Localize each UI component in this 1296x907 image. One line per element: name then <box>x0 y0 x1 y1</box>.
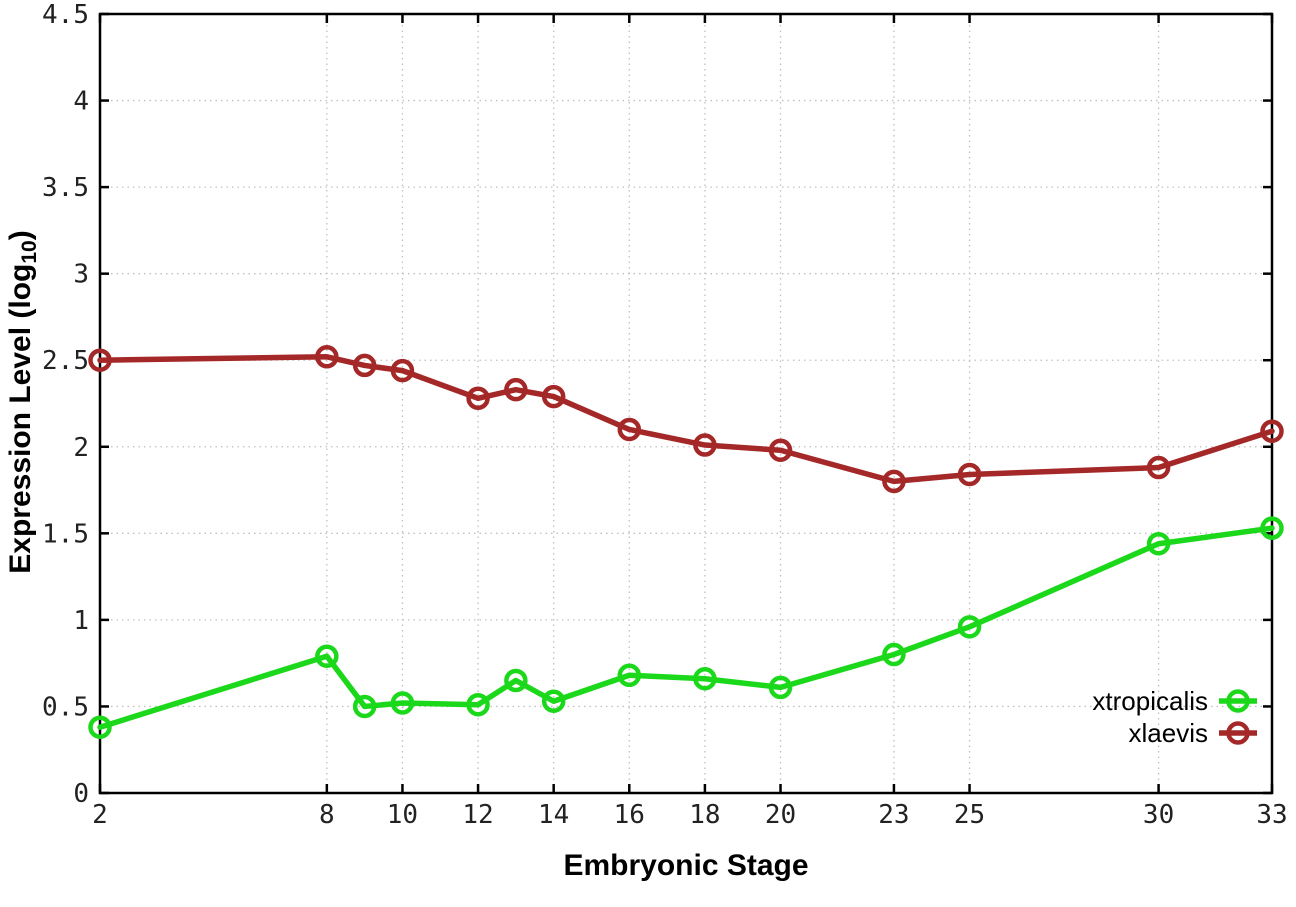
series-line-xlaevis <box>97 354 1275 485</box>
data-point-xlaevis <box>957 462 982 487</box>
y-tick-label: 2 <box>73 433 89 463</box>
x-tick-label: 16 <box>614 800 645 830</box>
data-point-xlaevis <box>88 348 112 372</box>
data-point-xlaevis <box>617 417 642 442</box>
y-tick-label: 1 <box>73 606 89 636</box>
data-point-xtropicalis <box>1146 531 1171 556</box>
x-tick-label: 30 <box>1143 800 1174 830</box>
data-point-xlaevis <box>466 386 490 411</box>
x-tick-label: 33 <box>1256 800 1287 830</box>
data-point-xlaevis <box>693 433 717 457</box>
legend-marker-xtropicalis <box>1226 689 1250 713</box>
data-point-xlaevis <box>882 469 906 494</box>
y-tick-label: 4.5 <box>42 0 89 30</box>
data-point-xtropicalis <box>768 675 793 700</box>
data-point-xtropicalis <box>617 663 642 688</box>
data-point-xtropicalis <box>882 642 906 667</box>
y-tick-label: 0 <box>73 779 89 809</box>
y-tick-label: 4 <box>73 87 89 117</box>
x-tick-label: 12 <box>462 800 493 830</box>
y-tick-label: 1.5 <box>42 519 89 549</box>
x-axis-title: Embryonic Stage <box>563 849 809 882</box>
x-tick-label: 23 <box>878 800 909 830</box>
y-axis-title-end: ) <box>4 230 37 241</box>
data-point-xtropicalis <box>390 691 415 715</box>
data-point-xlaevis <box>315 345 339 369</box>
y-tick-label: 3 <box>73 260 89 290</box>
x-tick-label: 14 <box>538 800 569 830</box>
x-tick-label: 8 <box>319 800 335 830</box>
y-axis-title-main: Expression Level (log <box>4 263 37 574</box>
x-tick-label: 10 <box>387 800 418 830</box>
data-point-xtropicalis <box>315 644 339 668</box>
data-point-xlaevis <box>541 384 566 409</box>
y-tick-label: 0.5 <box>42 692 89 722</box>
data-point-xtropicalis <box>541 689 566 714</box>
data-point-xlaevis <box>1260 419 1284 443</box>
y-tick-label: 3.5 <box>42 173 89 203</box>
data-point-xtropicalis <box>1260 516 1284 540</box>
data-point-xtropicalis <box>693 666 717 691</box>
x-tick-label: 2 <box>92 800 108 830</box>
data-point-xlaevis <box>1146 455 1171 480</box>
legend-label-xtropicalis: xtropicalis <box>1092 686 1208 716</box>
data-point-xlaevis <box>504 377 528 402</box>
data-point-xtropicalis <box>504 668 528 693</box>
data-point-xtropicalis <box>352 694 377 719</box>
data-point-xlaevis <box>390 358 415 383</box>
data-point-xlaevis <box>352 353 377 378</box>
data-point-xtropicalis <box>957 615 982 639</box>
series-line-xtropicalis <box>97 525 1275 730</box>
data-point-xlaevis <box>768 438 793 462</box>
data-point-xtropicalis <box>88 715 112 739</box>
y-axis-title-subscript: 10 <box>18 240 41 264</box>
y-tick-label: 2.5 <box>42 346 89 376</box>
y-axis-title: Expression Level (log10) <box>4 230 41 574</box>
x-tick-label: 18 <box>689 800 720 830</box>
x-tick-label: 25 <box>954 800 985 830</box>
plot-border <box>98 12 1274 795</box>
legend-marker-xlaevis <box>1226 721 1250 745</box>
data-point-xtropicalis <box>466 692 490 717</box>
legend-label-xlaevis: xlaevis <box>1129 718 1208 748</box>
x-tick-label: 20 <box>765 800 796 830</box>
